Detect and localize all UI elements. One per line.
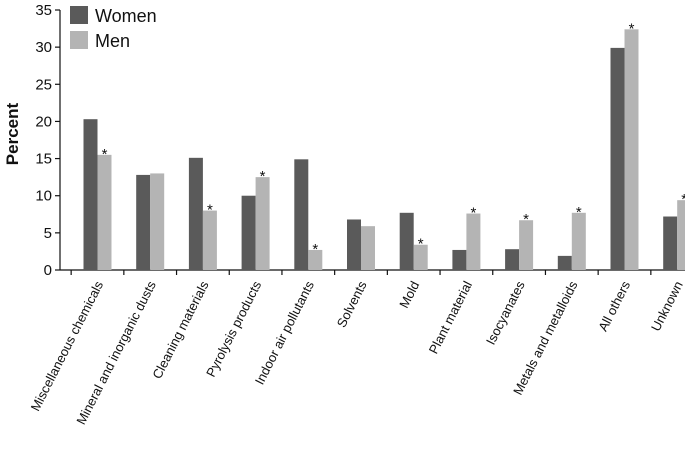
bar-men bbox=[466, 213, 481, 270]
annotations: * * * * * * * * * * bbox=[102, 20, 685, 258]
bar-women bbox=[241, 195, 256, 270]
bar-women bbox=[505, 249, 520, 270]
y-axis-label: Percent bbox=[3, 102, 22, 165]
bar-women bbox=[452, 249, 467, 270]
category-label: Pyrolysis products bbox=[203, 278, 264, 379]
bar-men bbox=[308, 249, 323, 270]
bar-men bbox=[255, 177, 270, 270]
significance-marker: * bbox=[312, 241, 318, 258]
bar-men bbox=[97, 154, 112, 270]
category-label: Cleaning materials bbox=[149, 278, 211, 381]
significance-marker: * bbox=[207, 202, 213, 219]
category-label: Indoor air pollutants bbox=[252, 278, 317, 387]
bar-men bbox=[571, 212, 586, 270]
bar-women bbox=[294, 159, 309, 270]
y-tick-label: 25 bbox=[35, 76, 52, 93]
category-label: Unknown bbox=[648, 279, 685, 334]
bar-men bbox=[677, 200, 685, 270]
y-tick-label: 10 bbox=[35, 188, 52, 205]
y-tick-label: 30 bbox=[35, 39, 52, 56]
legend-label-women: Women bbox=[95, 6, 157, 26]
bar-women bbox=[557, 255, 572, 270]
y-tick-label: 5 bbox=[44, 225, 52, 242]
bar-women bbox=[347, 219, 361, 270]
bar-women bbox=[610, 47, 625, 271]
bar-men bbox=[361, 226, 375, 270]
bar-men bbox=[150, 173, 165, 270]
y-tick-label: 35 bbox=[35, 2, 52, 19]
significance-marker: * bbox=[681, 191, 685, 208]
significance-marker: * bbox=[418, 236, 424, 253]
legend: Women Men bbox=[70, 6, 157, 51]
bars bbox=[83, 29, 685, 271]
category-label: Solvents bbox=[334, 278, 370, 330]
significance-marker: * bbox=[470, 205, 476, 222]
legend-label-men: Men bbox=[95, 31, 130, 51]
bar-women bbox=[399, 212, 414, 270]
y-tick-label: 0 bbox=[44, 262, 52, 279]
bar-women bbox=[188, 157, 203, 270]
bar-women bbox=[83, 119, 98, 270]
y-tick-label: 15 bbox=[35, 151, 52, 168]
bar-women bbox=[136, 174, 151, 270]
bar-women bbox=[663, 216, 678, 270]
category-label: Mold bbox=[396, 279, 422, 311]
y-tick-label: 20 bbox=[35, 113, 52, 130]
significance-marker: * bbox=[102, 146, 108, 163]
significance-marker: * bbox=[629, 20, 635, 37]
legend-swatch-women bbox=[70, 6, 88, 24]
category-label: All others bbox=[595, 278, 633, 334]
bar-men bbox=[624, 29, 639, 270]
category-label: Isocyanates bbox=[483, 278, 528, 347]
bar-men bbox=[202, 210, 217, 270]
significance-marker: * bbox=[260, 168, 266, 185]
legend-swatch-men bbox=[70, 31, 88, 49]
significance-marker: * bbox=[523, 211, 529, 228]
bar-men bbox=[413, 244, 428, 270]
category-label: Plant material bbox=[426, 278, 475, 356]
significance-marker: * bbox=[576, 204, 582, 221]
bar-men bbox=[519, 220, 534, 270]
